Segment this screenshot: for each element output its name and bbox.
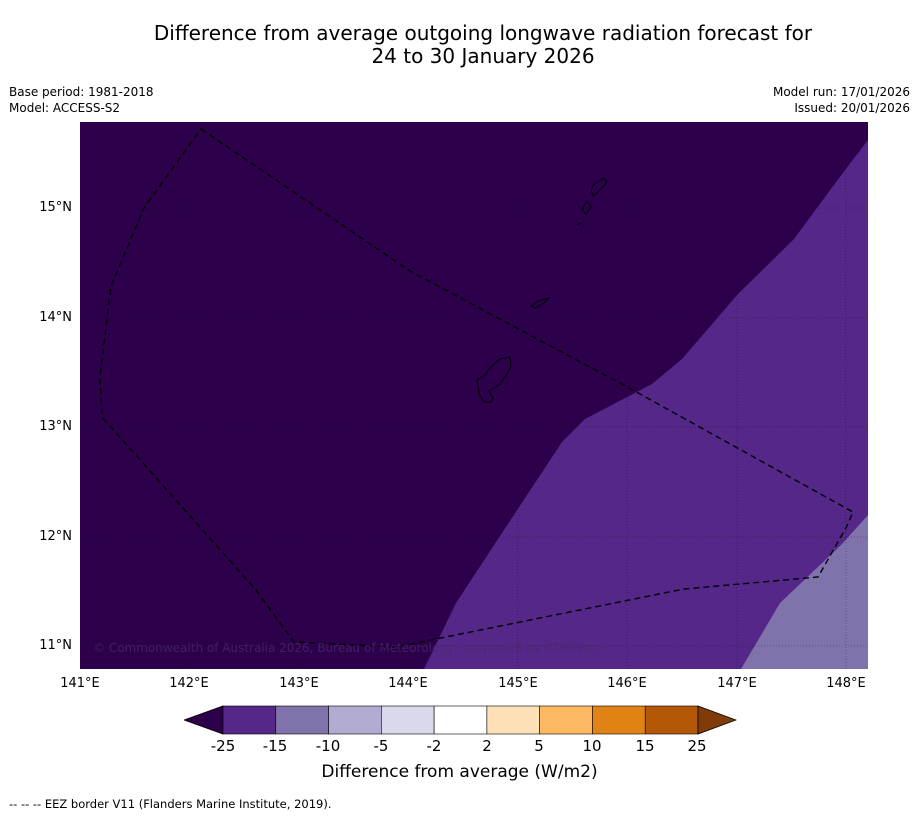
colorbar-tick: 15 <box>635 737 655 755</box>
lon-label-144e: 144°E <box>388 676 428 691</box>
footnote: -- -- -- EEZ border V11 (Flanders Marine… <box>9 797 332 811</box>
issued-text: Issued: 20/01/2026 <box>794 101 910 115</box>
lat-label-12n: 12°N <box>39 529 72 544</box>
lon-label-146e: 146°E <box>607 676 647 691</box>
lat-label-15n: 15°N <box>39 200 72 215</box>
map-panel: © Commonwealth of Australia 2026, Bureau… <box>80 122 868 669</box>
colorbar <box>184 705 737 735</box>
lon-label-142e: 142°E <box>169 676 209 691</box>
lon-label-143e: 143°E <box>279 676 319 691</box>
lon-label-148e: 148°E <box>826 676 866 691</box>
colorbar-segment <box>381 705 435 735</box>
region-minus15-to-minus10 <box>741 515 868 669</box>
colorbar-segment <box>328 705 382 735</box>
colorbar-segment <box>222 705 277 735</box>
model-run-text: Model run: 17/01/2026 <box>772 85 910 99</box>
colorbar-segment <box>433 705 488 735</box>
colorbar-segment <box>539 705 593 735</box>
base-period-text: Base period: 1981-2018 <box>9 85 154 99</box>
colorbar-label: Difference from average (W/m2) <box>321 762 598 782</box>
rota-island <box>530 297 551 309</box>
title-line-1: Difference from average outgoing longwav… <box>153 21 813 45</box>
colorbar-extend-low <box>184 705 224 735</box>
meta-left: Base period: 1981-2018 Model: ACCESS-S2 <box>9 84 154 116</box>
island-outlines <box>476 177 608 403</box>
colorbar-tick: -15 <box>262 737 288 755</box>
graticule <box>80 122 868 669</box>
colorbar-tick: 5 <box>534 737 544 755</box>
lat-label-11n: 11°N <box>39 638 72 653</box>
lon-label-145e: 145°E <box>498 676 538 691</box>
chart-title: Difference from average outgoing longwav… <box>0 22 919 68</box>
guam-island <box>476 356 512 403</box>
colorbar-tick: 25 <box>687 737 707 755</box>
colorbar-tick: -2 <box>426 737 442 755</box>
meta-right: Model run: 17/01/2026 Issued: 20/01/2026 <box>773 84 910 116</box>
colorbar-tick: 10 <box>582 737 602 755</box>
colorbar-tick: -10 <box>315 737 341 755</box>
title-line-2: 24 to 30 January 2026 <box>371 44 595 68</box>
colorbar-segment <box>644 705 699 735</box>
region-minus25-to-minus15 <box>424 140 868 669</box>
colorbar-label-wrap: Difference from average (W/m2) <box>0 762 919 782</box>
colorbar-tick: 2 <box>482 737 492 755</box>
colorbar-segment <box>486 705 540 735</box>
model-text: Model: ACCESS-S2 <box>9 101 121 115</box>
colorbar-segment <box>275 705 329 735</box>
tinian-island <box>581 200 592 215</box>
map-svg <box>80 122 868 669</box>
colorbar-segment <box>592 705 646 735</box>
colorbar-tick: -25 <box>210 737 236 755</box>
colorbar-tick: -5 <box>373 737 389 755</box>
saipan-island <box>590 177 608 197</box>
lat-label-14n: 14°N <box>39 310 72 325</box>
colorbar-extend-high <box>697 705 737 735</box>
aguijan-islet <box>576 222 582 226</box>
lon-label-141e: 141°E <box>60 676 100 691</box>
copyright-text: © Commonwealth of Australia 2026, Bureau… <box>93 641 599 655</box>
lat-label-13n: 13°N <box>39 419 72 434</box>
lon-label-147e: 147°E <box>717 676 757 691</box>
